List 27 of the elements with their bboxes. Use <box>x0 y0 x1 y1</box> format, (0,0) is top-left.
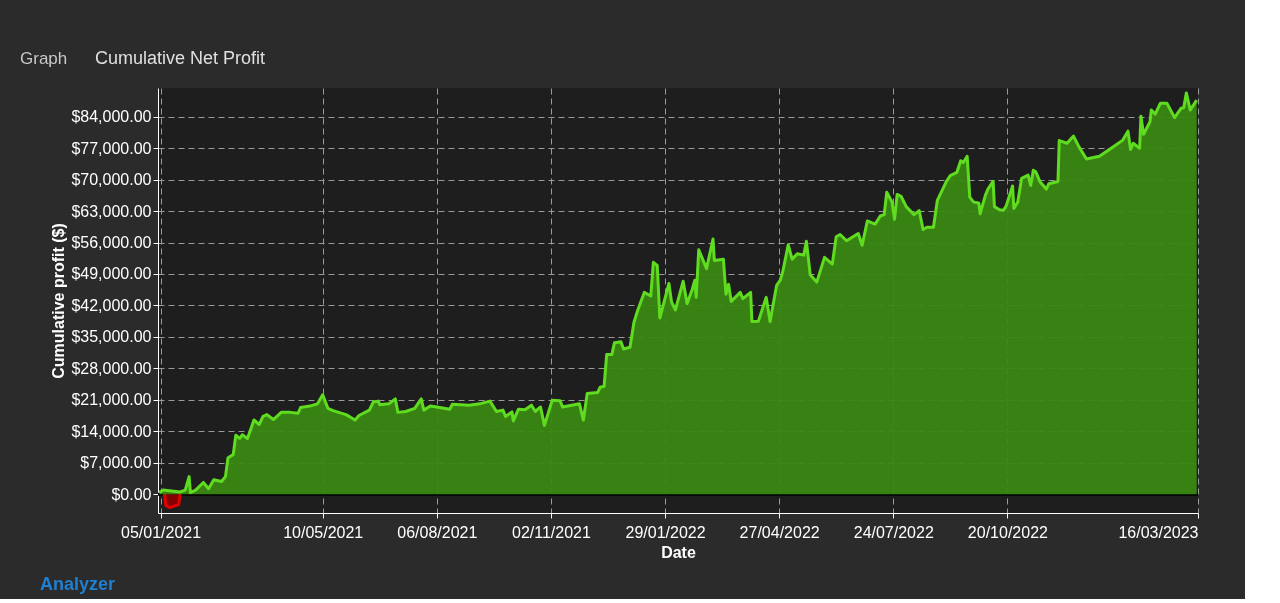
x-tick-label: 24/07/2022 <box>853 523 934 541</box>
y-tick-label: $42,000.00 <box>71 296 152 314</box>
x-tick-label: 29/01/2022 <box>625 523 706 541</box>
text: Analyzer <box>40 574 116 594</box>
x-tick-label: 02/11/2021 <box>511 523 591 541</box>
y-tick-label: $14,000.00 <box>71 422 152 440</box>
y-axis-title: Cumulative profit ($) <box>50 223 68 379</box>
x-tick-label: 05/01/2021 <box>121 523 202 541</box>
text: Graph <box>20 49 68 68</box>
y-tick-label: $21,000.00 <box>71 391 152 409</box>
y-tick-label: $77,000.00 <box>71 139 152 157</box>
y-tick-label: $56,000.00 <box>71 234 152 252</box>
y-tick-label: $49,000.00 <box>71 265 152 283</box>
x-tick-label: 16/03/2023 <box>1118 523 1199 541</box>
x-tick-label: 06/08/2021 <box>397 523 478 541</box>
x-tick-label: 10/05/2021 <box>283 523 364 541</box>
y-tick-label: $63,000.00 <box>71 202 152 220</box>
y-tick-label: $70,000.00 <box>71 171 152 189</box>
y-tick-label: $35,000.00 <box>71 328 152 346</box>
chart-title: Cumulative Net Profit <box>95 48 266 68</box>
y-tick-label: $0.00 <box>111 485 152 503</box>
x-tick-label: 27/04/2022 <box>739 523 820 541</box>
y-tick-label: $7,000.00 <box>80 454 152 472</box>
x-axis-title: Date <box>661 543 696 561</box>
y-tick-label: $84,000.00 <box>71 108 152 126</box>
y-tick-label: $28,000.00 <box>71 359 152 377</box>
x-tick-label: 20/10/2022 <box>967 523 1049 541</box>
